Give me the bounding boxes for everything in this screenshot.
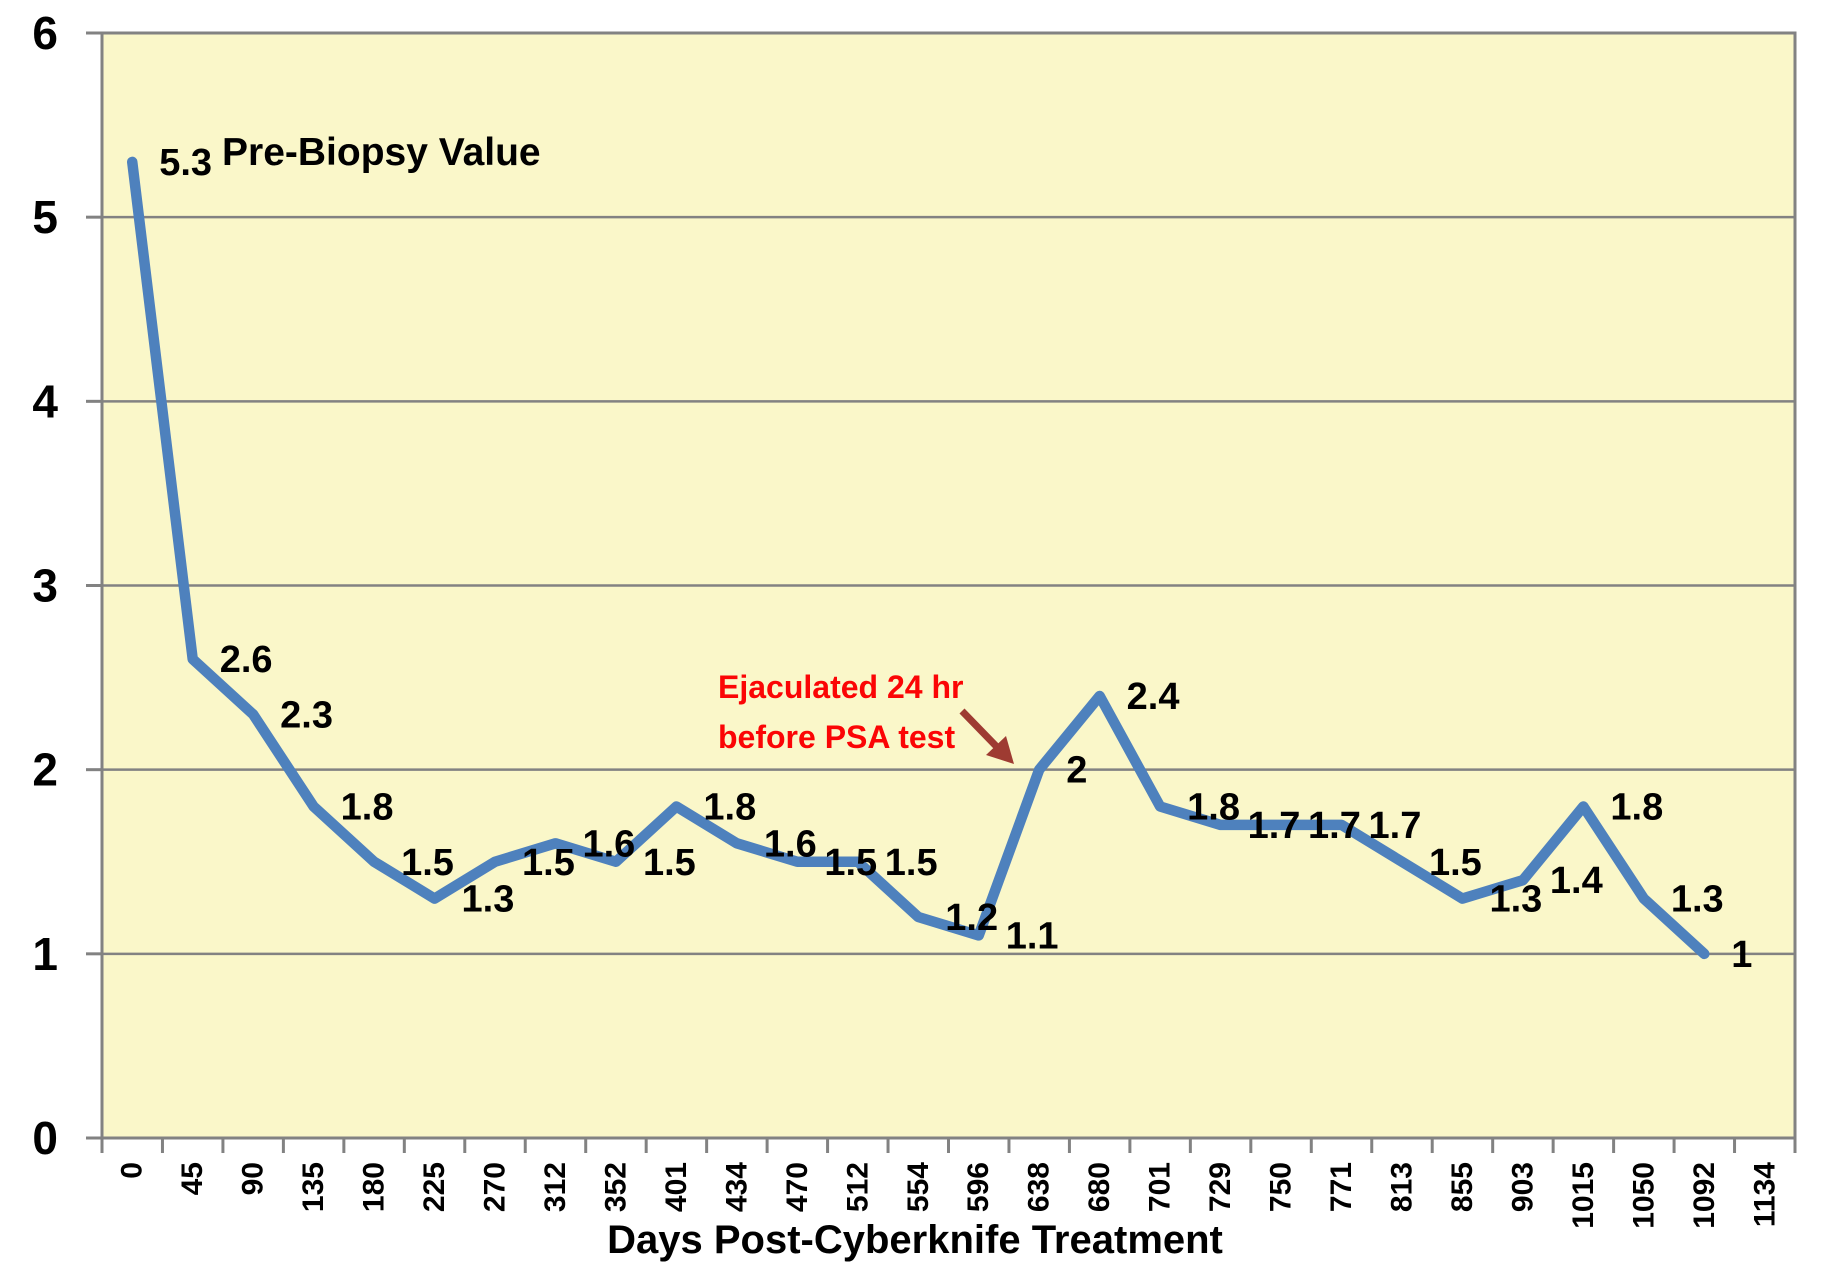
x-tick-label: 45	[176, 1162, 209, 1195]
annotation-line-2: before PSA test	[718, 719, 956, 755]
x-tick-label: 638	[1023, 1162, 1056, 1212]
data-label: 5.3	[159, 142, 212, 184]
y-tick-label: 3	[32, 560, 58, 612]
y-tick-label: 6	[32, 7, 58, 59]
x-tick-label: 270	[479, 1162, 512, 1212]
x-tick-label: 771	[1325, 1162, 1358, 1212]
x-tick-label: 1050	[1627, 1162, 1660, 1229]
x-tick-label: 554	[902, 1162, 935, 1212]
data-label: 1.5	[885, 842, 938, 884]
data-label: 1	[1731, 934, 1752, 976]
x-tick-label: 1092	[1688, 1162, 1721, 1229]
x-tick-label: 903	[1506, 1162, 1539, 1212]
x-tick-label: 352	[599, 1162, 632, 1212]
annotation-arrow-head	[986, 736, 1014, 764]
data-label: 1.6	[764, 823, 817, 865]
data-label: 1.5	[522, 842, 575, 884]
x-tick-label: 855	[1446, 1162, 1479, 1212]
data-label: 1.3	[1671, 879, 1724, 921]
x-tick-label: 135	[297, 1162, 330, 1212]
data-label: 1.5	[643, 842, 696, 884]
data-label: 1.5	[401, 842, 454, 884]
x-tick-label: 596	[962, 1162, 995, 1212]
data-label: 2.3	[280, 694, 333, 736]
annotation-arrow-stem	[959, 708, 999, 749]
x-tick-label: 680	[1083, 1162, 1116, 1212]
data-label: 1.5	[824, 842, 877, 884]
x-tick-label: 312	[539, 1162, 572, 1212]
y-tick-label: 2	[32, 744, 58, 796]
psa-series-line	[126, 156, 1710, 960]
data-label: 2	[1066, 750, 1087, 792]
in-plot-title: Pre-Biopsy Value	[222, 131, 541, 174]
x-tick-label: 401	[660, 1162, 693, 1212]
data-label: 2.4	[1127, 676, 1180, 718]
y-tick-label: 4	[32, 375, 58, 427]
data-label: 1.4	[1550, 860, 1603, 902]
y-tick-label: 0	[32, 1112, 58, 1164]
data-label: 1.8	[1187, 787, 1240, 829]
x-tick-label: 434	[720, 1162, 753, 1212]
x-axis-title: Days Post-Cyberknife Treatment	[607, 1218, 1223, 1262]
x-tick-label: 225	[418, 1162, 451, 1212]
data-label: 2.6	[220, 639, 273, 681]
x-tick-label: 701	[1144, 1162, 1177, 1212]
x-tick-label: 1015	[1567, 1162, 1600, 1229]
data-label: 1.5	[1429, 842, 1482, 884]
data-label: 1.8	[341, 787, 394, 829]
x-tick-label: 0	[116, 1162, 149, 1179]
annotation-callout: Ejaculated 24 hr before PSA test	[718, 662, 963, 762]
data-label: 1.7	[1369, 805, 1422, 847]
data-label: 1.7	[1248, 805, 1301, 847]
x-tick-label: 1134	[1748, 1162, 1781, 1227]
data-label: 1.1	[1006, 915, 1059, 957]
y-tick-label: 5	[32, 191, 58, 243]
data-label: 1.7	[1308, 805, 1361, 847]
x-tick-label: 729	[1204, 1162, 1237, 1212]
x-tick-label: 180	[358, 1162, 391, 1212]
data-label: 1.2	[945, 897, 998, 939]
x-tick-label: 750	[1265, 1162, 1298, 1212]
data-label: 1.8	[703, 787, 756, 829]
annotation-line-1: Ejaculated 24 hr	[718, 669, 964, 705]
data-label: 1.3	[1489, 879, 1542, 921]
x-tick-label: 470	[781, 1162, 814, 1212]
data-label: 1.3	[462, 879, 515, 921]
y-tick-label: 1	[32, 928, 58, 980]
data-label: 1.8	[1610, 787, 1663, 829]
data-label: 1.6	[582, 823, 635, 865]
x-tick-label: 90	[237, 1162, 270, 1195]
x-tick-label: 813	[1385, 1162, 1418, 1212]
x-tick-label: 512	[841, 1162, 874, 1212]
